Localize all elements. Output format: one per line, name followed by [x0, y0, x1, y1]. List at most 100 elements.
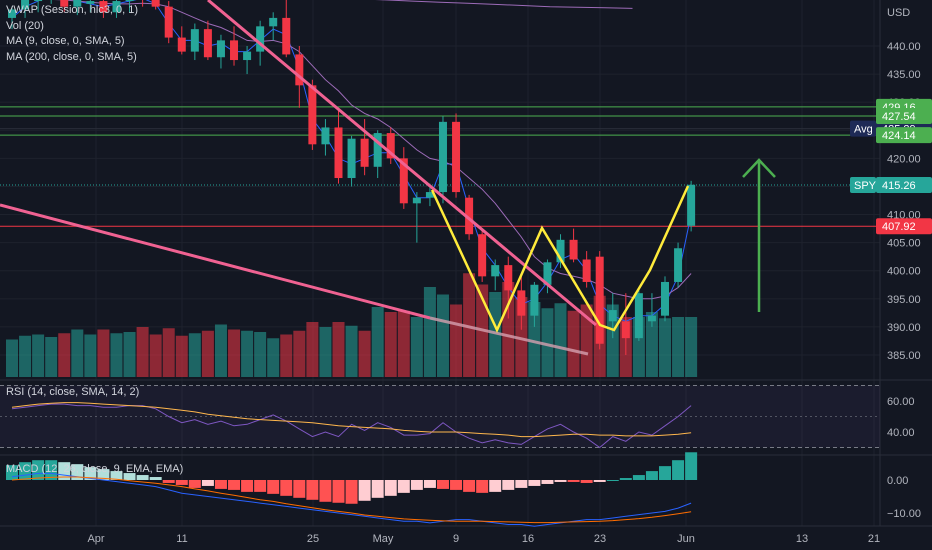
macd-histogram-bar [541, 480, 554, 484]
macd-histogram-bar [228, 480, 241, 490]
rsi-axis-tick: 60.00 [887, 396, 915, 408]
legend-rsi[interactable]: RSI (14, close, SMA, 14, 2) [6, 386, 140, 398]
macd-histogram-bar [554, 480, 567, 482]
candle-body [608, 310, 617, 322]
legend-macd[interactable]: MACD (12, 26, close, 9, EMA, EMA) [6, 463, 184, 475]
volume-bar [580, 304, 593, 377]
candle-body [60, 0, 69, 7]
price-tag-label-box [850, 120, 876, 137]
price-axis-tick: 395.00 [887, 294, 921, 306]
candle-body [438, 121, 447, 193]
volume-bar [685, 317, 698, 377]
macd-pane[interactable] [6, 452, 698, 527]
candle-body [687, 184, 696, 226]
candle-body [347, 138, 356, 179]
macd-histogram-bar [489, 480, 502, 492]
macd-histogram-bar [384, 480, 397, 496]
candle-body [530, 284, 539, 316]
candle-body [661, 281, 669, 316]
time-axis-tick: May [373, 533, 394, 545]
volume-bar [436, 294, 449, 377]
macd-histogram-bar [110, 471, 123, 480]
macd-histogram-bar [645, 471, 658, 480]
rsi-axis-tick: 40.00 [887, 427, 915, 439]
volume-bar [123, 332, 136, 377]
macd-histogram-bar [397, 480, 410, 493]
candle-body [504, 265, 513, 291]
volume-bar [214, 324, 227, 377]
legend-volume[interactable]: Vol (20) [6, 19, 44, 32]
price-tags: 425.29Avg429.16427.54424.14415.26SPY407.… [850, 98, 932, 235]
macd-histogram-bar [267, 480, 280, 494]
macd-histogram-bar [332, 480, 345, 503]
macd-line [11, 472, 692, 527]
macd-histogram-bar [515, 480, 528, 488]
price-axis-tick: 390.00 [887, 322, 921, 334]
volume-bar [241, 330, 254, 377]
macd-histogram-bar [97, 469, 110, 480]
drawings[interactable] [0, 0, 776, 356]
candles [8, 0, 696, 355]
volume-bar [110, 333, 123, 377]
candle-body [386, 133, 395, 159]
macd-histogram-bar [123, 473, 136, 480]
candle-body [647, 315, 656, 322]
macd-histogram-bar [188, 480, 201, 488]
volume-bar [463, 273, 476, 377]
price-tag-value: 415.26 [882, 180, 916, 192]
volume-bar [306, 322, 319, 377]
macd-histogram-bar [619, 478, 632, 480]
macd-histogram-bar [436, 480, 449, 489]
volume-bar [332, 322, 345, 377]
volume-bar [659, 318, 671, 377]
candle-body [8, 9, 16, 18]
volume-bar [423, 287, 436, 377]
macd-histogram-bar [319, 480, 332, 502]
volume-bar [267, 338, 280, 377]
legend-ma200[interactable]: MA (200, close, 0, SMA, 5) [6, 50, 137, 63]
macd-histogram-bar [632, 475, 645, 480]
candle-body [556, 239, 565, 263]
volume-bar [149, 334, 162, 377]
time-axis[interactable]: Apr 11 25 May 9 16 23 Jun 13 21 [87, 533, 880, 545]
volume-bar [515, 297, 528, 377]
rsi-pane[interactable] [0, 385, 880, 449]
candle-body [517, 290, 526, 316]
time-axis-tick: 23 [594, 533, 606, 545]
price-axis-tick: 405.00 [887, 238, 921, 250]
volume-bar [71, 329, 84, 377]
volume-bar [45, 337, 58, 377]
price-tag-box [876, 176, 932, 193]
macd-histogram-bar [201, 480, 214, 486]
time-axis-tick: 11 [176, 533, 187, 545]
volume-bar [567, 310, 580, 377]
candle-body [216, 40, 225, 58]
legend-vwap[interactable]: VWAP (Session, hlc3, 0, 1) [6, 4, 139, 16]
rsi-legend: RSI (14, close, SMA, 14, 2) [6, 385, 139, 401]
price-tag-box [876, 218, 932, 235]
volume-bar [84, 334, 97, 377]
volume-bar [6, 339, 18, 377]
macd-histogram-bar [306, 480, 319, 500]
candle-body [543, 262, 552, 285]
candle-body [282, 17, 291, 55]
volume-bar [554, 303, 567, 377]
trend-line-lower [0, 203, 431, 320]
candle-body [243, 51, 252, 61]
rsi-ma-line [11, 402, 692, 438]
candle-body [295, 54, 304, 86]
candle-body [190, 29, 199, 52]
volume-bar [489, 292, 502, 377]
volume-bar [358, 330, 371, 377]
volume-bar [293, 330, 306, 377]
candle-body [125, 0, 134, 2]
legend-ma9[interactable]: MA (9, close, 0, SMA, 5) [6, 35, 125, 47]
volume-bar [201, 330, 214, 377]
volume-bar [188, 333, 201, 377]
candle-body [373, 133, 382, 167]
price-axis-tick: 385.00 [887, 350, 921, 362]
price-axis-tick: 440.00 [887, 41, 921, 53]
candle-body [269, 17, 278, 27]
price-pane[interactable] [0, 0, 880, 526]
